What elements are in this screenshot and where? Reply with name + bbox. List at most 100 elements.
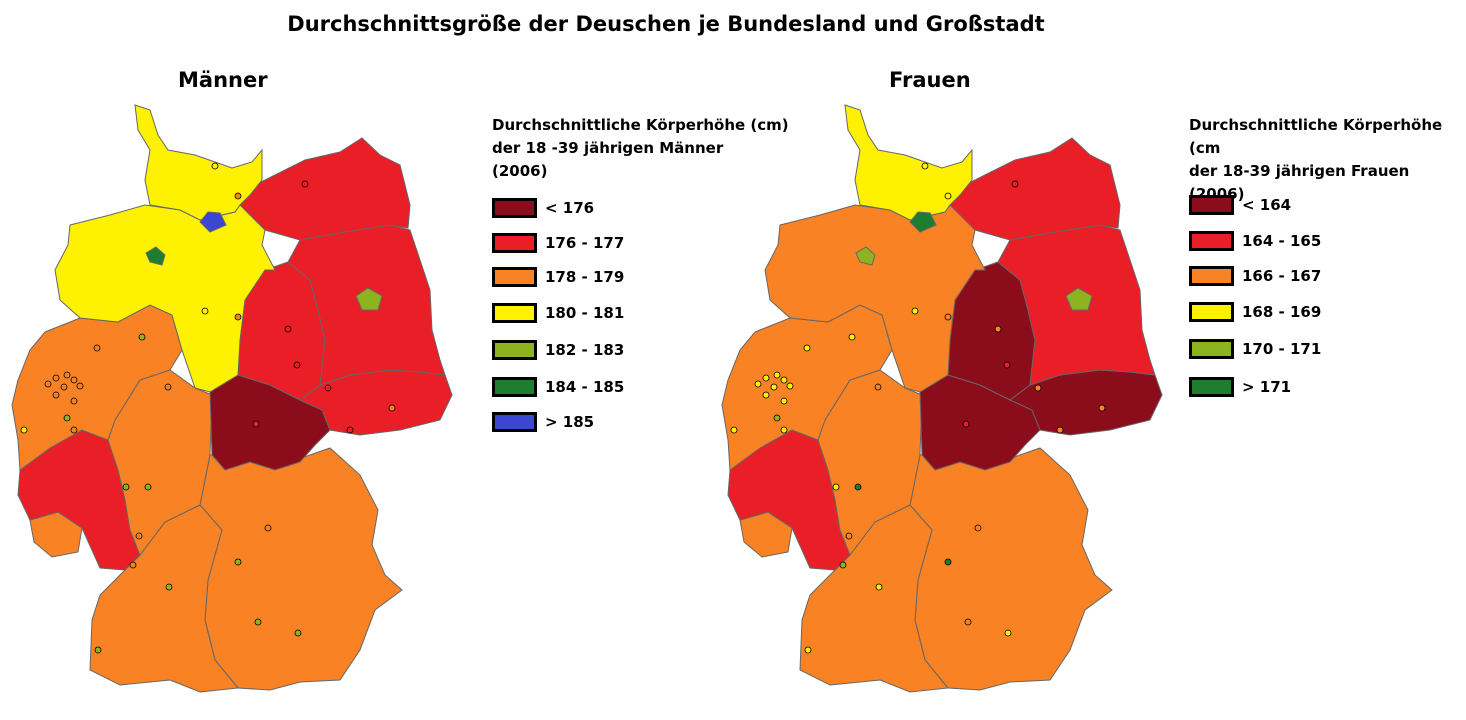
state-hamburg [199, 211, 227, 233]
city-marker-nuernberg [254, 618, 262, 626]
city-marker-duisburg [754, 380, 762, 388]
city-marker-frankfurt [854, 483, 862, 491]
legend-item: > 185 [492, 411, 594, 433]
legend-item: > 171 [1189, 376, 1291, 398]
city-marker-wuppertal [780, 397, 788, 405]
legend-frauen: Durchschnittliche Körperhöhe (cm der 18-… [1189, 114, 1466, 397]
city-marker-dortmund [786, 382, 794, 390]
legend-item: 178 - 179 [492, 266, 624, 288]
city-marker-rostock [1011, 180, 1019, 188]
city-marker-leipzig [1034, 384, 1042, 392]
city-marker-muenchen [234, 558, 242, 566]
city-marker-gelsenkirchen [63, 371, 71, 379]
city-marker-bochum [780, 376, 788, 384]
city-marker-chemnitz [346, 426, 354, 434]
legend-swatch [1189, 195, 1234, 215]
city-marker-mannheim [839, 561, 847, 569]
city-marker-luebeck [234, 192, 242, 200]
city-marker-halle [1003, 361, 1011, 369]
city-marker-augsburg [1004, 629, 1012, 637]
legend-label: 170 - 171 [1242, 339, 1322, 358]
legend-swatch [1189, 231, 1234, 251]
legend-item: 180 - 181 [492, 302, 624, 324]
state-bayern [909, 447, 1113, 691]
state-hessen [817, 369, 923, 557]
legend-item: 176 - 177 [492, 232, 624, 254]
state-schleswig-holstein [134, 104, 263, 221]
city-marker-leipzig [324, 384, 332, 392]
legend-item: < 164 [1189, 194, 1291, 216]
map-maenner [11, 104, 453, 693]
legend-label: < 176 [545, 198, 595, 217]
legend-swatch [1189, 339, 1234, 359]
city-marker-mannheim [129, 561, 137, 569]
city-marker-hannover [911, 307, 919, 315]
city-marker-dortmund [76, 382, 84, 390]
city-marker-wiesbaden [122, 483, 130, 491]
city-marker-wiesbaden [832, 483, 840, 491]
city-marker-kiel [921, 162, 929, 170]
city-marker-rostock [301, 180, 309, 188]
city-marker-duesseldorf [52, 391, 60, 399]
city-marker-magdeburg [994, 325, 1002, 333]
legend-swatch [492, 303, 537, 323]
city-marker-kassel [164, 383, 172, 391]
legend-item: 184 - 185 [492, 376, 624, 398]
city-marker-bochum [70, 376, 78, 384]
state-bremen [855, 246, 876, 266]
city-marker-stuttgart [974, 524, 982, 532]
legend-label: 184 - 185 [545, 377, 625, 396]
state-schleswig-holstein [844, 104, 973, 221]
city-marker-bielefeld [138, 333, 146, 341]
legend-label: 176 - 177 [545, 233, 625, 252]
city-marker-gelsenkirchen [773, 371, 781, 379]
city-marker-braunschweig [234, 313, 242, 321]
city-marker-kassel [874, 383, 882, 391]
legend-maenner: Durchschnittliche Körperhöhe (cm) der 18… [492, 114, 789, 432]
legend-label: 178 - 179 [545, 267, 625, 286]
city-marker-freiburg [804, 646, 812, 654]
city-marker-oberhausen [762, 374, 770, 382]
legend-label: 164 - 165 [1242, 231, 1322, 250]
city-marker-luebeck [944, 192, 952, 200]
legend-swatch [492, 377, 537, 397]
legend-swatch [1189, 377, 1234, 397]
legend-label: 180 - 181 [545, 303, 625, 322]
legend-heading-line: Durchschnittliche Körperhöhe (cm [1189, 116, 1443, 157]
legend-item: 166 - 167 [1189, 265, 1321, 287]
city-marker-essen [770, 383, 778, 391]
legend-swatch [492, 340, 537, 360]
legend-swatch [492, 198, 537, 218]
map-frauen [721, 104, 1163, 693]
legend-heading-line: der 18 -39 jährigen Männer [492, 139, 724, 157]
city-marker-braunschweig [944, 313, 952, 321]
state-baden-wuerttemberg [89, 504, 239, 693]
city-marker-erfurt [252, 420, 260, 428]
city-marker-chemnitz [1056, 426, 1064, 434]
legend-swatch [492, 233, 537, 253]
city-marker-dresden [388, 404, 396, 412]
legend-swatch [492, 267, 537, 287]
city-marker-magdeburg [284, 325, 292, 333]
city-marker-duesseldorf [762, 391, 770, 399]
city-marker-essen [60, 383, 68, 391]
city-marker-frankfurt [144, 483, 152, 491]
city-marker-halle [293, 361, 301, 369]
state-hessen [107, 369, 213, 557]
city-marker-muenster [93, 344, 101, 352]
state-bayern [199, 447, 403, 691]
legend-swatch [1189, 266, 1234, 286]
city-marker-muenchen [944, 558, 952, 566]
state-berlin [355, 287, 383, 311]
legend-swatch [1189, 302, 1234, 322]
main-title: Durchschnittsgröße der Deuschen je Bunde… [287, 12, 1045, 36]
city-marker-karlsruhe [165, 583, 173, 591]
state-baden-wuerttemberg [799, 504, 949, 693]
city-marker-duisburg [44, 380, 52, 388]
city-marker-freiburg [94, 646, 102, 654]
legend-heading-line: Durchschnittliche Körperhöhe (cm) [492, 116, 789, 134]
legend-label: 166 - 167 [1242, 266, 1322, 285]
city-marker-aachen [730, 426, 738, 434]
city-marker-bonn [70, 426, 78, 434]
state-mecklenburg-vorpommern [949, 137, 1121, 241]
